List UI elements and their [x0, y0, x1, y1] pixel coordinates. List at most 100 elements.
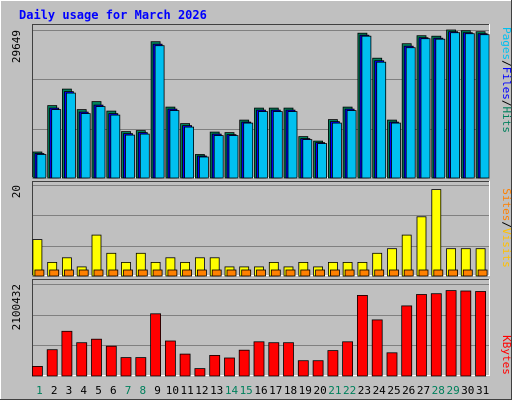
visits-bar-sites-day-17 [270, 269, 281, 277]
visits-max-label: 20 [10, 185, 23, 198]
hits-bar-pages-day-20 [317, 143, 328, 179]
kbytes-bar-kbytes-day-15 [238, 349, 250, 377]
day-label-27: 27 [417, 384, 430, 397]
visits-bar-sites-day-15 [241, 269, 252, 277]
kbytes-bar-kbytes-day-19 [297, 360, 309, 377]
visits-bar-sites-day-14 [226, 269, 237, 277]
kbytes-bar-kbytes-day-6 [105, 345, 117, 377]
visits-bar-sites-day-6 [108, 269, 119, 277]
day-label-11: 11 [180, 384, 193, 397]
hits-bar-pages-day-5 [95, 106, 106, 179]
visits-side-label: Sites/Visits [500, 188, 512, 268]
day-label-7: 7 [125, 384, 132, 397]
visits-side-label-part: Sites [500, 188, 512, 221]
kbytes-side-label-part: KBytes [500, 335, 512, 375]
kbytes-bar-kbytes-day-20 [312, 360, 324, 377]
hits-side-label-part: Pages [500, 27, 512, 60]
day-label-5: 5 [95, 384, 102, 397]
kbytes-panel: 2100432 [10, 279, 490, 377]
day-label-18: 18 [284, 384, 297, 397]
visits-bar-sites-day-11 [182, 269, 193, 277]
hits-bar-pages-day-29 [450, 32, 461, 179]
visits-bar-sites-day-21 [329, 269, 340, 277]
chart-title: Daily usage for March 2026 [19, 8, 207, 22]
visits-bar-sites-day-8 [137, 269, 148, 277]
kbytes-bar-kbytes-day-7 [120, 357, 132, 377]
hits-panel: 29649 [10, 24, 490, 179]
visits-bar-sites-day-22 [344, 269, 355, 277]
day-label-16: 16 [254, 384, 267, 397]
hits-bar-pages-day-16 [258, 111, 268, 179]
visits-bar-sites-day-28 [433, 269, 444, 277]
visits-bar-sites-day-16 [256, 269, 266, 277]
day-label-4: 4 [80, 384, 87, 397]
hits-bar-pages-day-6 [110, 114, 121, 179]
kbytes-bar-kbytes-day-12 [194, 368, 206, 377]
kbytes-bar-kbytes-day-28 [430, 293, 442, 377]
visits-bar-sites-day-1 [34, 269, 45, 277]
hits-bar-pages-day-25 [391, 122, 401, 179]
hits-bar-pages-day-22 [346, 110, 357, 179]
hits-bar-pages-day-4 [80, 113, 91, 179]
visits-bar-sites-day-3 [64, 269, 74, 277]
kbytes-max-label: 2100432 [10, 284, 23, 330]
hits-bar-pages-day-14 [228, 135, 239, 179]
day-label-12: 12 [195, 384, 208, 397]
visits-bar-sites-day-2 [49, 269, 60, 277]
visits-bar-sites-day-19 [300, 269, 311, 277]
kbytes-bar-kbytes-day-31 [475, 291, 487, 377]
day-label-31: 31 [476, 384, 489, 397]
kbytes-bar-kbytes-day-21 [327, 350, 339, 377]
day-label-29: 29 [446, 384, 459, 397]
hits-side-label-part: / [500, 60, 512, 67]
visits-bar-sites-day-12 [196, 269, 207, 277]
day-label-28: 28 [432, 384, 445, 397]
day-label-10: 10 [166, 384, 179, 397]
kbytes-bar-kbytes-day-30 [460, 290, 472, 377]
kbytes-bar-kbytes-day-24 [371, 319, 383, 377]
visits-bar-sites-day-29 [448, 269, 459, 277]
day-label-2: 2 [51, 384, 58, 397]
hits-bar-pages-day-10 [169, 110, 180, 179]
visits-bar-sites-day-7 [123, 269, 133, 277]
kbytes-bar-kbytes-day-23 [356, 294, 368, 377]
day-label-22: 22 [343, 384, 356, 397]
day-label-9: 9 [154, 384, 161, 397]
hits-bar-pages-day-19 [302, 139, 313, 179]
hits-max-label: 29649 [10, 30, 23, 63]
visits-panel: 20 [10, 181, 490, 277]
hits-bar-pages-day-12 [198, 156, 209, 179]
kbytes-bar-kbytes-day-9 [150, 313, 162, 377]
day-label-26: 26 [402, 384, 415, 397]
visits-side-label-part: Visits [500, 228, 512, 268]
kbytes-bar-kbytes-day-1 [32, 365, 43, 377]
hits-bar-pages-day-17 [272, 111, 283, 179]
kbytes-bar-kbytes-day-11 [179, 353, 191, 377]
visits-bar-sites-day-20 [315, 269, 326, 277]
day-label-3: 3 [66, 384, 73, 397]
hits-bar-pages-day-30 [464, 33, 475, 179]
hits-bar-pages-day-15 [243, 122, 254, 179]
visits-bar-sites-day-10 [167, 269, 178, 277]
day-label-23: 23 [358, 384, 371, 397]
hits-bar-pages-day-13 [213, 135, 224, 179]
kbytes-bar-kbytes-day-18 [283, 342, 294, 377]
visits-bar-sites-day-23 [359, 269, 370, 277]
hits-bar-pages-day-31 [479, 34, 490, 179]
visits-bar-sites-day-5 [93, 269, 104, 277]
kbytes-bar-kbytes-day-16 [253, 341, 265, 377]
kbytes-bar-kbytes-day-26 [401, 305, 413, 377]
hits-bar-pages-day-8 [139, 133, 150, 179]
day-label-24: 24 [373, 384, 387, 397]
kbytes-bar-kbytes-day-17 [268, 342, 280, 377]
day-label-8: 8 [139, 384, 146, 397]
visits-bar-sites-day-13 [211, 269, 222, 277]
kbytes-side-label: KBytes [500, 335, 512, 375]
visits-bar-visits-day-27 [416, 216, 427, 277]
visits-bar-sites-day-24 [374, 269, 385, 277]
visits-bar-visits-day-28 [431, 189, 442, 277]
kbytes-bar-kbytes-day-13 [209, 354, 221, 377]
kbytes-bar-kbytes-day-2 [46, 349, 58, 377]
hits-bar-pages-day-9 [154, 45, 165, 179]
